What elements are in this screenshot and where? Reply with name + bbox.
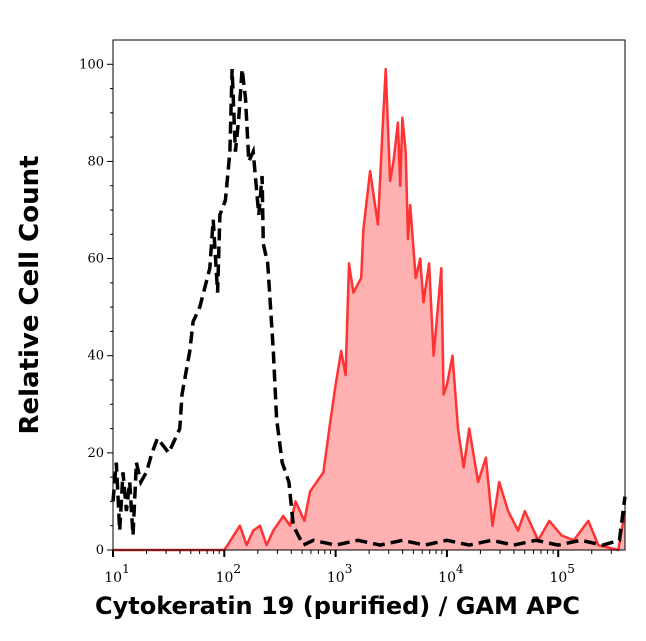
y-tick-label: 0	[96, 543, 104, 558]
y-tick-label: 100	[79, 57, 104, 72]
axes-layer: 0 20 40 60 80 100 101 102 103 104 105	[79, 57, 612, 586]
x-tick-label: 103	[327, 562, 352, 586]
series-layer	[111, 67, 627, 552]
y-tick-label: 40	[87, 349, 104, 364]
x-tick-label: 101	[104, 562, 129, 586]
x-tick-label: 105	[549, 562, 574, 586]
red-histogram-line	[113, 67, 627, 552]
x-tick-label: 104	[438, 562, 464, 586]
y-tick-label: 60	[87, 252, 104, 267]
control-histogram-dashed-line	[111, 68, 627, 548]
y-tick-label: 80	[87, 154, 104, 169]
red-histogram-fill	[113, 69, 625, 550]
y-tick-label: 20	[87, 446, 104, 461]
x-axis-title: Cytokeratin 19 (purified) / GAM APC	[95, 592, 581, 620]
x-tick-label: 102	[216, 562, 241, 586]
y-axis-title: Relative Cell Count	[15, 155, 45, 435]
